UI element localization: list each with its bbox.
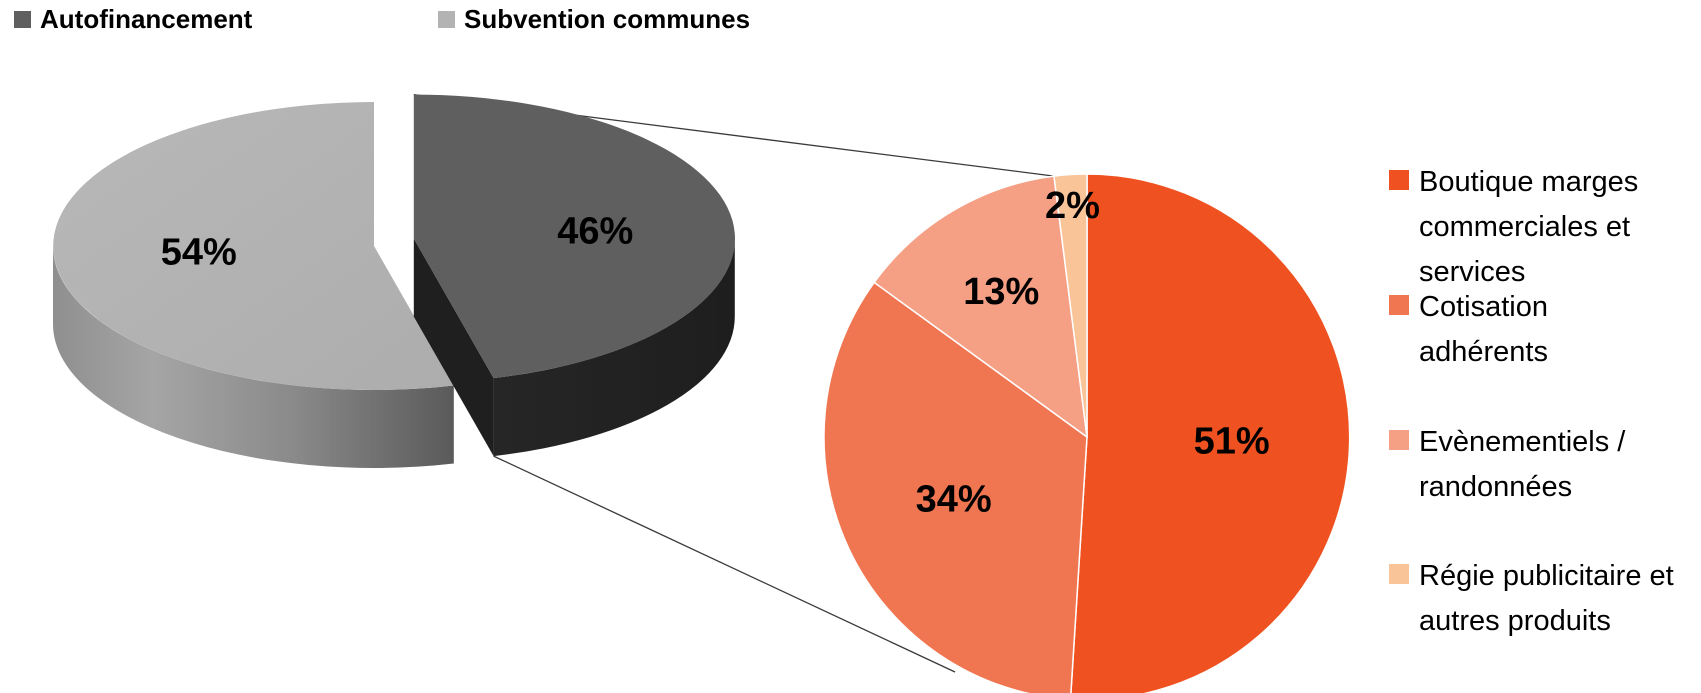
data-label-boutique-marges-commerciales-et-services: 51% xyxy=(1194,421,1270,463)
connector-line-bottom xyxy=(493,455,956,673)
legend-item-autofinancement: Autofinancement xyxy=(14,4,252,35)
data-label-regie-publicitaire-et-autres-produits: 2% xyxy=(1045,185,1100,227)
data-label-subvention-communes: 54% xyxy=(161,232,237,274)
legend-swatch-regie xyxy=(1389,564,1409,584)
legend-swatch-evenementiels xyxy=(1389,430,1409,450)
slice-boutique-marges-commerciales-et-services xyxy=(1070,173,1351,693)
slice-cotisation-adherents xyxy=(823,281,1088,693)
slice-autofinancement xyxy=(413,94,735,379)
legend-label-autofinancement: Autofinancement xyxy=(40,4,253,34)
legend-label-subvention-communes: Subvention communes xyxy=(464,4,751,34)
data-label-evenementiels-randonnees: 13% xyxy=(963,271,1039,313)
data-label-cotisation-adherents: 34% xyxy=(916,479,992,521)
legend-swatch-subvention-communes xyxy=(438,11,455,28)
slice-evenementiels-randonnees xyxy=(873,175,1088,438)
slice-wall-autofinancement xyxy=(413,238,494,457)
slice-side-autofinancement xyxy=(493,238,735,457)
legend-swatch-boutique xyxy=(1389,170,1409,190)
data-label-autofinancement: 46% xyxy=(557,211,633,253)
slice-subvention-communes xyxy=(53,102,454,390)
slice-side-subvention-communes xyxy=(52,246,454,469)
legend-swatch-cotisation xyxy=(1389,295,1409,315)
legend-swatch-autofinancement xyxy=(14,11,31,28)
legend-item-subvention-communes: Subvention communes xyxy=(438,4,750,35)
legend-label-regie: Régie publicitaire et autres produits xyxy=(1419,560,1674,637)
legend-label-boutique: Boutique marges commerciales et services xyxy=(1419,166,1639,288)
legend-label-evenementiels: Evènementiels / randonnées xyxy=(1419,426,1626,503)
slice-regie-publicitaire-et-autres-produits xyxy=(1053,173,1088,438)
legend-label-cotisation: Cotisation adhérents xyxy=(1419,291,1548,368)
